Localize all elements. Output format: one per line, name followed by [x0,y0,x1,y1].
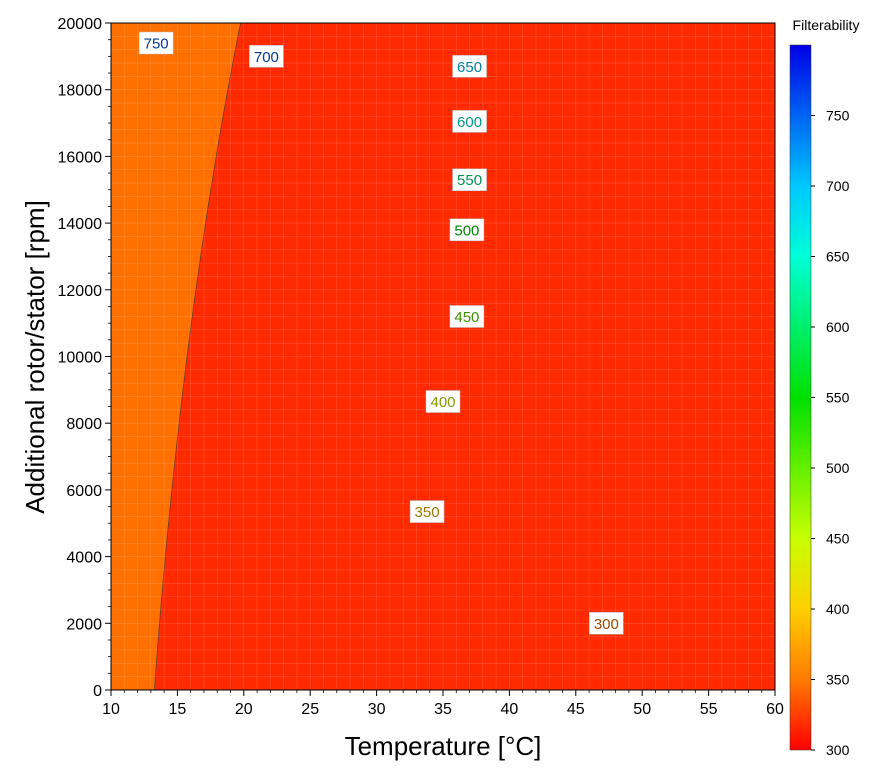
contour-label-box [138,31,174,55]
y-tick-label: 16000 [58,149,103,166]
colorbar-tick-label: 350 [826,672,850,688]
colorbar-tick-label: 750 [826,108,850,124]
contour-label-box [452,110,487,133]
contour-band-650 [109,3,777,6]
grid-lines [111,23,775,690]
contour-label-750: 750 [138,31,174,55]
contour-label-300: 300 [589,612,624,635]
contour-label-text: 400 [430,394,455,411]
colorbar-tick-label: 300 [826,742,850,758]
plot-area: 300 350 400 450 500 550 600 650 700 750 [109,3,777,691]
contour-band-550 [109,3,777,6]
x-tick-label: 60 [766,701,784,718]
contour-label-box [449,218,485,242]
contour-band-400 [109,3,777,6]
y-tick-label: 4000 [66,550,102,567]
contour-label-text: 600 [457,114,482,131]
y-tick-label: 0 [93,683,102,700]
contour-label-500: 500 [449,218,485,242]
contour-label-text: 350 [415,504,440,521]
y-tick-label: 8000 [66,416,102,433]
contour-label-650: 650 [452,55,487,78]
y-axis-label: Additional rotor/stator [rpm] [20,200,50,514]
colorbar-tick-label: 550 [826,390,850,406]
colorbar-tick-label: 500 [826,460,850,476]
x-tick-label: 20 [235,701,253,718]
colorbar-tick-label: 400 [826,601,850,617]
contour-band-450 [109,3,777,6]
contour-label-550: 550 [452,168,487,191]
contour-band-350 [109,3,777,6]
contour-lines [153,23,241,690]
colorbar-ticks: 300 350 400 450 500 550 600 650 700 750 [811,108,850,758]
contour-label-text: 550 [457,172,482,189]
x-tick-label: 30 [368,701,386,718]
contour-label-box [452,168,487,191]
contour-label-600: 600 [452,110,487,133]
y-axis: 0 2000 4000 6000 8000 10000 12000 14000 16000 180… [58,16,111,700]
contour-label-text: 300 [594,616,619,633]
contour-band-base [111,23,775,690]
x-axis: 10 15 20 25 30 35 40 45 50 55 60 [102,690,784,718]
contour-label-box [589,612,624,635]
contour-labels: 300 350 400 450 500 550 600 650 700 750 [138,31,624,635]
y-tick-label: 10000 [58,350,103,367]
contour-line-300 [153,23,241,690]
x-tick-label: 15 [169,701,187,718]
contour-label-text: 500 [454,222,479,239]
colorbar-tick-label: 600 [826,319,850,335]
x-tick-label: 25 [301,701,319,718]
contour-label-450: 450 [449,305,485,328]
x-tick-label: 40 [501,701,519,718]
x-tick-label: 35 [434,701,452,718]
colorbar-gradient [789,44,812,751]
contour-label-box [449,305,485,328]
colorbar-tick-label: 700 [826,178,850,194]
contour-label-700: 700 [249,45,284,68]
contour-label-400: 400 [425,390,461,413]
contour-band-500 [109,3,777,6]
contour-band-750 [109,3,777,6]
x-tick-label: 50 [633,701,651,718]
y-tick-label: 12000 [58,283,103,300]
contour-label-box [425,390,461,413]
colorbar: Filterability 300 350 400 450 500 550 600 650 70… [789,17,860,758]
x-tick-label: 45 [567,701,585,718]
x-tick-label: 55 [700,701,718,718]
contour-label-350: 350 [409,500,445,523]
contour-label-box [452,55,487,78]
contour-label-text: 450 [454,309,479,326]
x-tick-label: 10 [102,701,120,718]
contour-band-600 [109,3,777,6]
contour-label-text: 700 [254,49,279,66]
y-tick-label: 20000 [58,16,103,33]
contour-band-300 [111,23,241,690]
contour-band-700 [109,3,777,6]
colorbar-title: Filterability [793,17,860,33]
contour-bands [109,3,777,690]
y-tick-label: 14000 [58,216,103,233]
y-tick-label: 6000 [66,483,102,500]
y-tick-label: 18000 [58,83,103,100]
contour-label-text: 750 [144,36,169,53]
contour-label-box [409,500,445,523]
y-tick-label: 2000 [66,616,102,633]
x-axis-label: Temperature [°C] [345,731,542,761]
contour-label-text: 650 [457,59,482,76]
colorbar-tick-label: 450 [826,531,850,547]
colorbar-tick-label: 650 [826,249,850,265]
contour-label-box [249,45,284,68]
